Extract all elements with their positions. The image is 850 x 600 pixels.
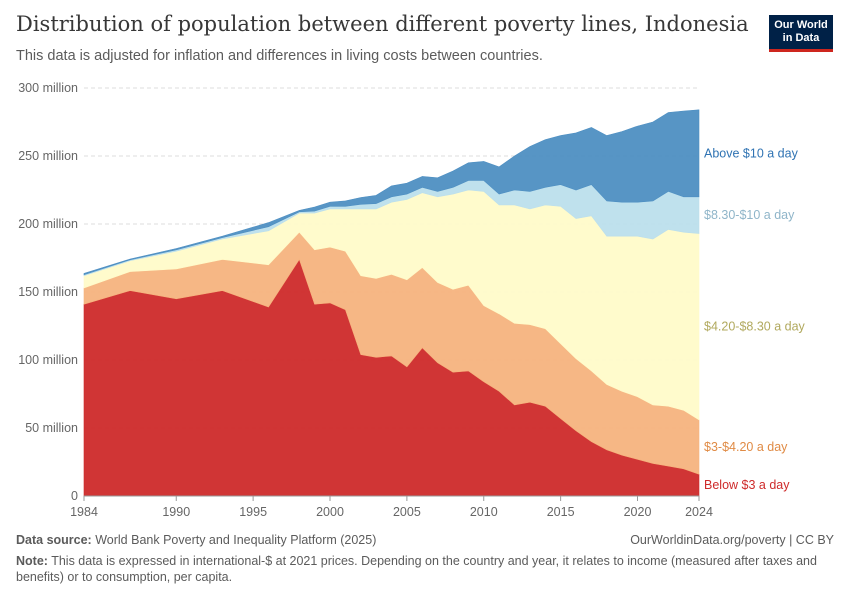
data-source-label: Data source:: [16, 533, 92, 547]
x-tick-label: 2000: [316, 505, 344, 519]
y-tick-label: 200 million: [18, 217, 78, 231]
area-above-10-a-day: [83, 109, 700, 276]
y-tick-label: 0: [71, 489, 78, 503]
series-label: $4.20-$8.30 a day: [704, 320, 806, 334]
series-labels: Below $3 a day $3-$4.20 a day $4.20-$8.30 …: [704, 146, 806, 492]
series-label: Below $3 a day: [704, 478, 790, 492]
x-tick-label: 2010: [470, 505, 498, 519]
series-label: $3-$4.20 a day: [704, 440, 788, 454]
area-series: [83, 109, 700, 497]
axes: 0 50 million 100 million 150 million 200 mil…: [18, 81, 713, 519]
chart-subtitle: This data is adjusted for inflation and …: [16, 48, 543, 64]
series-label: $8.30-$10 a day: [704, 208, 795, 222]
x-tick-label: 2015: [547, 505, 575, 519]
y-tick-label: 50 million: [25, 421, 78, 435]
chart-title: Distribution of population between diffe…: [16, 12, 749, 36]
x-tick-label: 2020: [624, 505, 652, 519]
series-label: Above $10 a day: [704, 146, 799, 160]
data-source-text: World Bank Poverty and Inequality Platfo…: [95, 533, 377, 547]
y-tick-label: 250 million: [18, 149, 78, 163]
logo-line-2: in Data: [782, 32, 820, 44]
x-tick-label: 2005: [393, 505, 421, 519]
footnote: Note: This data is expressed in internat…: [16, 553, 826, 585]
x-tick-label: 1995: [239, 505, 267, 519]
x-tick-label: 1990: [162, 505, 190, 519]
y-tick-label: 150 million: [18, 285, 78, 299]
note-label: Note:: [16, 554, 48, 568]
x-tick-label: 1984: [70, 505, 98, 519]
owid-logo[interactable]: Our World in Data: [769, 15, 833, 52]
owid-link[interactable]: OurWorldinData.org/poverty | CC BY: [630, 533, 834, 547]
data-source: Data source: World Bank Poverty and Ineq…: [16, 533, 376, 547]
y-tick-label: 100 million: [18, 353, 78, 367]
y-tick-label: 300 million: [18, 81, 78, 95]
x-tick-label: 2024: [685, 505, 713, 519]
stacked-area-chart: 0 50 million 100 million 150 million 200 mil…: [18, 81, 806, 519]
note-text: This data is expressed in international-…: [16, 554, 817, 584]
logo-line-1: Our World: [774, 19, 828, 31]
